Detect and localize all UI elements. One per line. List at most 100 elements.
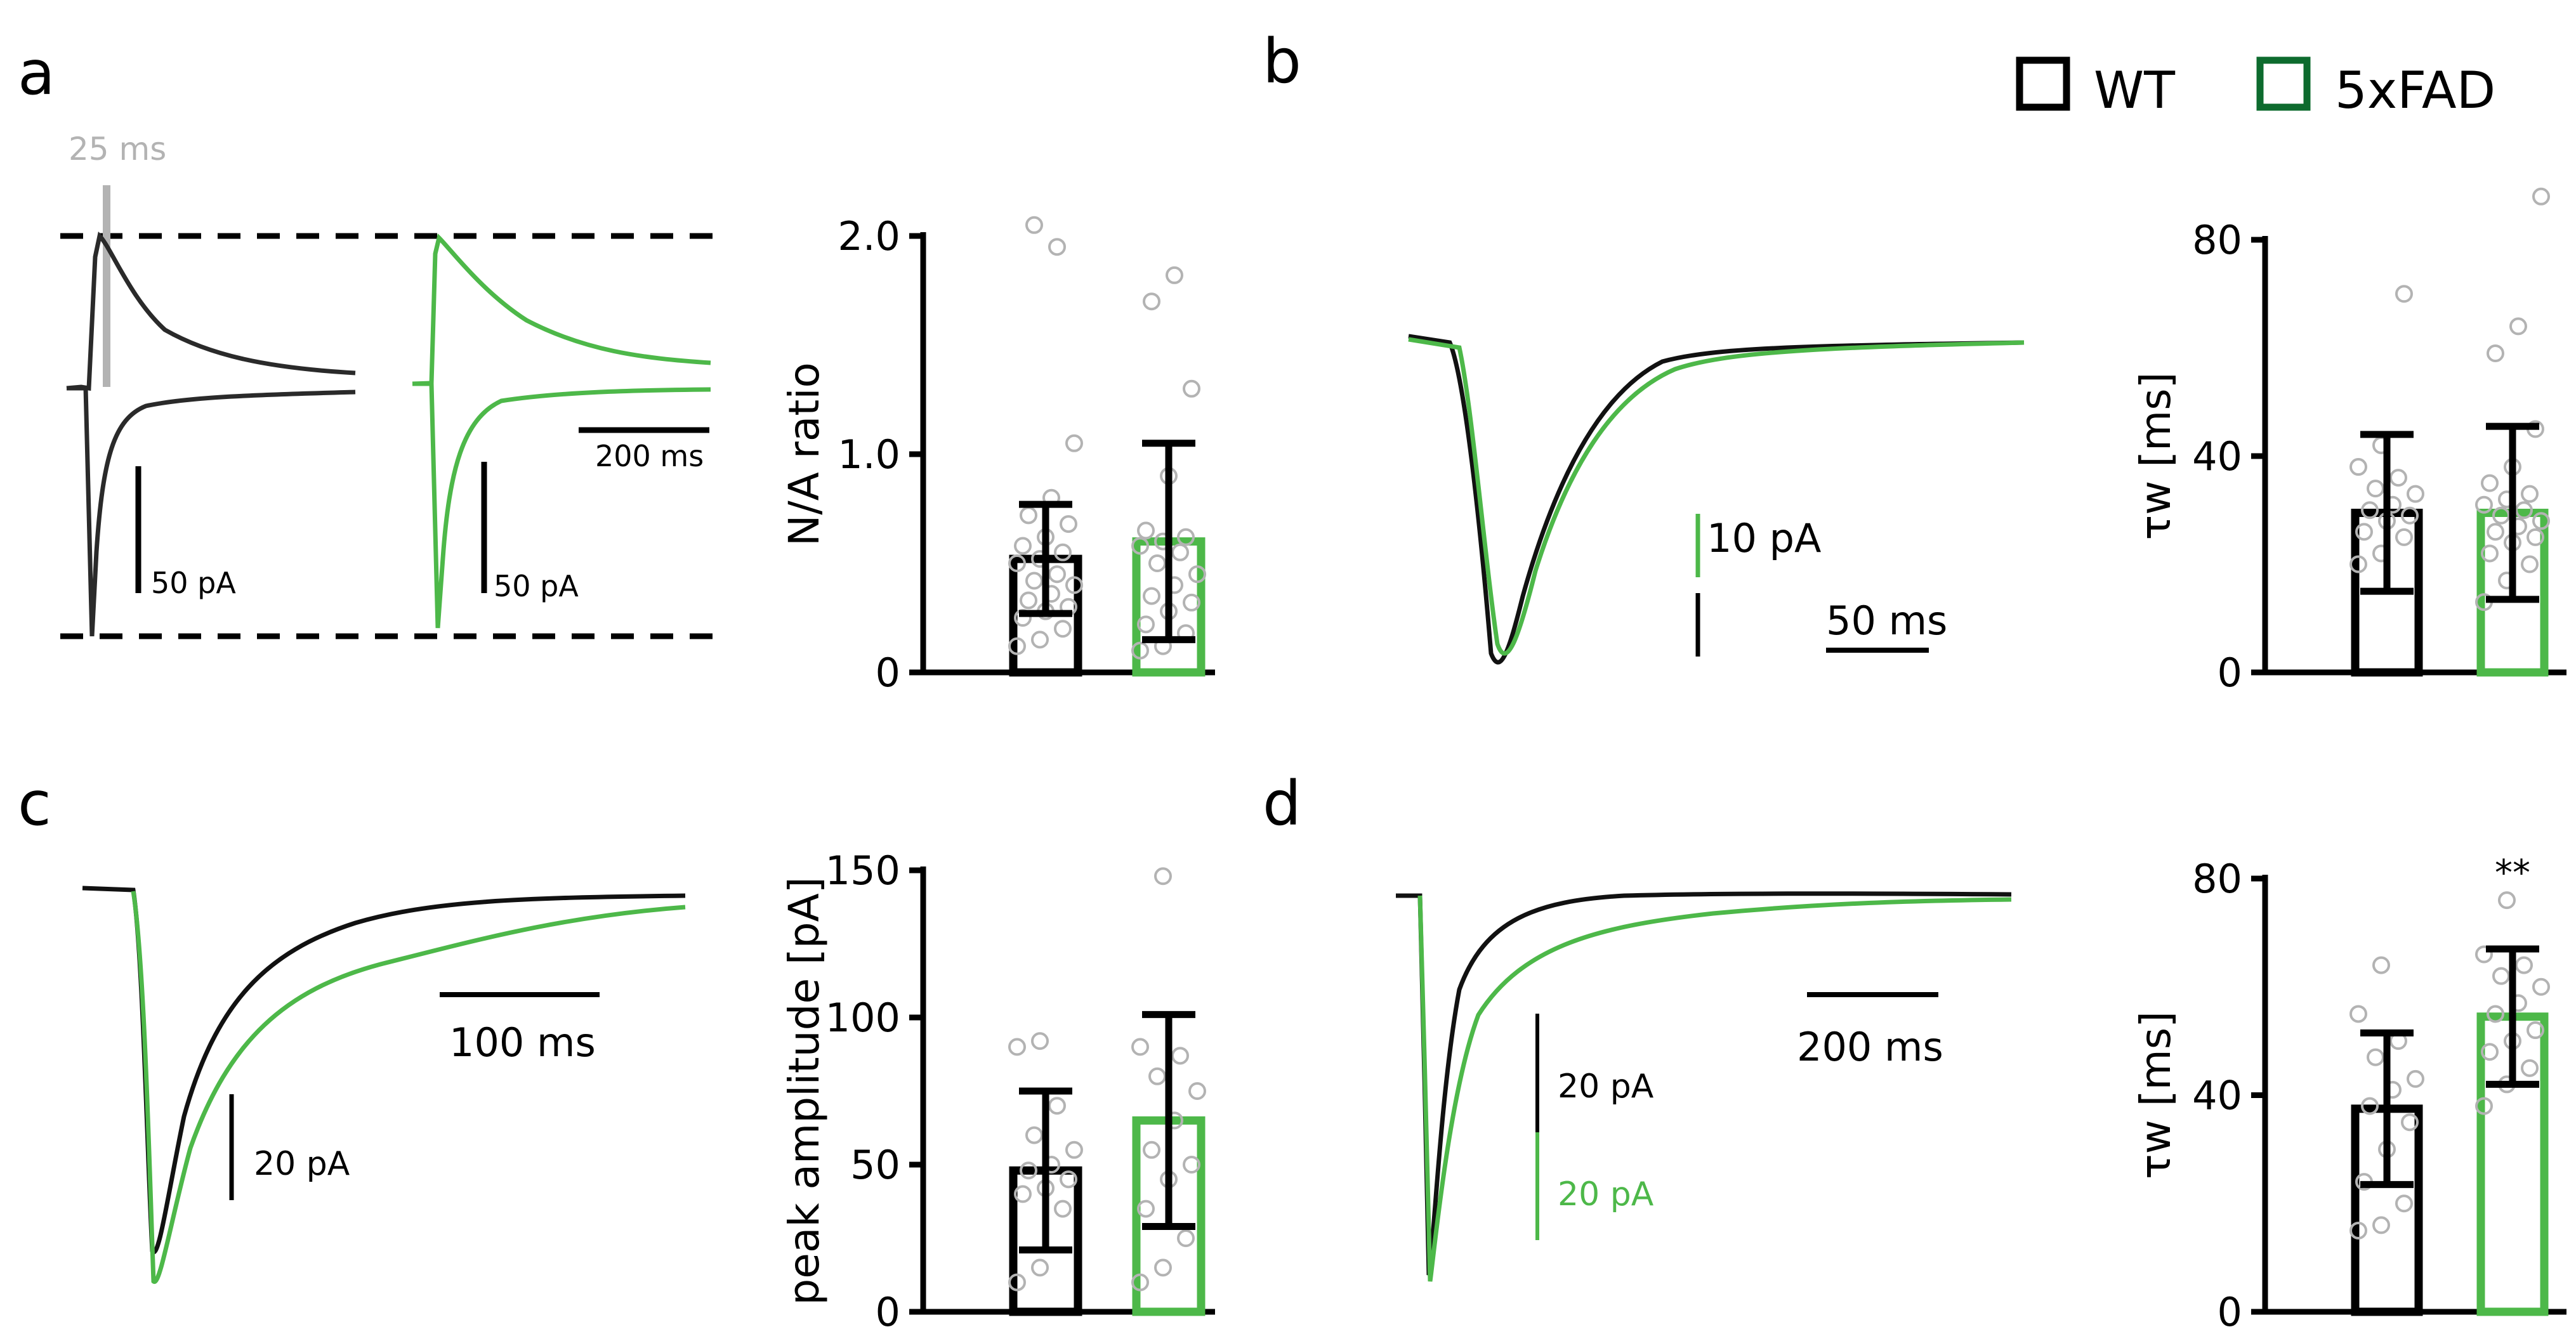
data-point	[2407, 1069, 2424, 1088]
data-point	[2401, 1113, 2419, 1132]
wt-ampa-trace	[67, 386, 356, 637]
legend-label-5xfad: 5xFAD	[2335, 61, 2495, 120]
marker-label-25ms: 25 ms	[69, 131, 166, 167]
data-point	[1008, 1038, 1026, 1056]
data-point	[2481, 544, 2499, 563]
data-point	[1183, 1156, 1200, 1174]
data-point	[1020, 506, 1037, 525]
chart-tau-w-d: 0 40 80 τw [ms] **	[2131, 853, 2566, 1334]
data-point	[2372, 956, 2390, 974]
panel-b-trace: 10 pA 50 ms	[1408, 334, 2025, 665]
data-point	[1137, 521, 1155, 540]
data-point	[2349, 1005, 2367, 1023]
panel-label-a: a	[18, 37, 55, 108]
data-point	[2372, 1216, 2390, 1234]
y-tick-label: 40	[2192, 1073, 2242, 1119]
y-tick-label: 0	[2218, 650, 2242, 696]
y-axis-label: peak amplitude [pA]	[780, 877, 829, 1305]
panel-d-trace: 200 ms 20 pA 20 pA	[1396, 891, 2012, 1282]
data-point	[1025, 216, 1043, 234]
data-point	[1025, 1126, 1043, 1144]
data-point	[1025, 572, 1043, 590]
data-point	[1054, 543, 1072, 561]
data-point	[2475, 495, 2493, 514]
data-point	[1143, 292, 1160, 311]
wt-nmda-trace	[66, 231, 356, 391]
data-point	[1065, 434, 1083, 452]
data-point	[1065, 576, 1083, 594]
data-point	[2509, 317, 2527, 336]
data-point	[2475, 1097, 2493, 1115]
data-point	[2395, 528, 2413, 546]
data-point	[2532, 187, 2550, 206]
data-point	[1143, 1141, 1160, 1159]
data-point	[2492, 967, 2510, 985]
chart-tau-w-b: 0 40 80 τw [ms]	[2131, 187, 2566, 696]
y-tick-label: 40	[2192, 433, 2242, 480]
data-point	[2532, 512, 2550, 530]
data-point	[2401, 506, 2419, 525]
data-point	[2367, 1048, 2384, 1066]
data-point	[1014, 1185, 1032, 1203]
significance-annotation: **	[2495, 853, 2530, 894]
y-tick-label: 0	[2218, 1289, 2242, 1334]
fad-ampa-trace	[412, 381, 711, 629]
data-point	[2521, 485, 2539, 503]
data-point	[1131, 1038, 1149, 1056]
data-point	[2498, 891, 2516, 910]
data-point	[2487, 344, 2504, 363]
y-tick-label: 2.0	[838, 213, 900, 259]
y-tick-label: 80	[2192, 856, 2242, 902]
data-point	[1008, 637, 1026, 655]
data-point	[2515, 501, 2533, 520]
data-point	[2475, 945, 2493, 964]
fad-nmda-trace	[412, 233, 711, 386]
panel-a-traces: 25 ms 50 pA 50 pA 200 ms	[60, 131, 716, 639]
data-point	[2481, 1043, 2499, 1061]
panel-label-c: c	[18, 768, 51, 839]
data-point	[1177, 1229, 1195, 1247]
data-point	[2407, 485, 2424, 503]
data-point	[2487, 523, 2504, 541]
data-point	[1131, 1273, 1149, 1291]
y-tick-label: 0	[876, 650, 900, 696]
data-point	[1177, 528, 1195, 546]
data-point	[1171, 1047, 1189, 1065]
fad-current-scale-label: 50 pA	[494, 569, 579, 603]
y-axis-label: N/A ratio	[780, 362, 829, 546]
y-tick-label: 0	[876, 1289, 900, 1334]
y-tick-label: 150	[825, 847, 900, 894]
data-point	[2532, 978, 2550, 996]
time-scale-label-b: 50 ms	[1826, 598, 1947, 644]
fad-trace-b	[1408, 337, 2025, 656]
data-point	[2492, 506, 2510, 525]
data-point	[1188, 565, 1206, 584]
current-scale-label-c: 20 pA	[254, 1145, 350, 1183]
data-point	[2395, 1194, 2413, 1213]
wt-trace-d	[1396, 891, 2012, 1276]
data-point	[1048, 1097, 1066, 1115]
data-point	[2481, 474, 2499, 492]
data-point	[1031, 1032, 1049, 1050]
data-point	[1154, 867, 1172, 886]
legend-label-wt: WT	[2094, 61, 2176, 120]
legend-swatch-5xfad	[2256, 56, 2311, 111]
y-tick-label: 50	[850, 1142, 900, 1188]
y-axis-label: τw [ms]	[2131, 1011, 2180, 1179]
data-point	[1171, 543, 1189, 561]
wt-trace-b	[1408, 334, 2025, 665]
data-point	[1020, 1161, 1037, 1180]
y-tick-label: 80	[2192, 217, 2242, 263]
data-point	[1183, 379, 1200, 398]
data-point	[2349, 1221, 2367, 1239]
legend: WT 5xFAD	[2016, 56, 2495, 120]
data-point	[1060, 1170, 1077, 1189]
data-point	[1137, 615, 1155, 634]
y-tick-label: 100	[825, 995, 900, 1041]
wt-current-scale-label-d: 20 pA	[1558, 1068, 1654, 1106]
data-point	[1008, 554, 1026, 572]
data-point	[2487, 1005, 2504, 1023]
data-point	[1131, 641, 1149, 660]
